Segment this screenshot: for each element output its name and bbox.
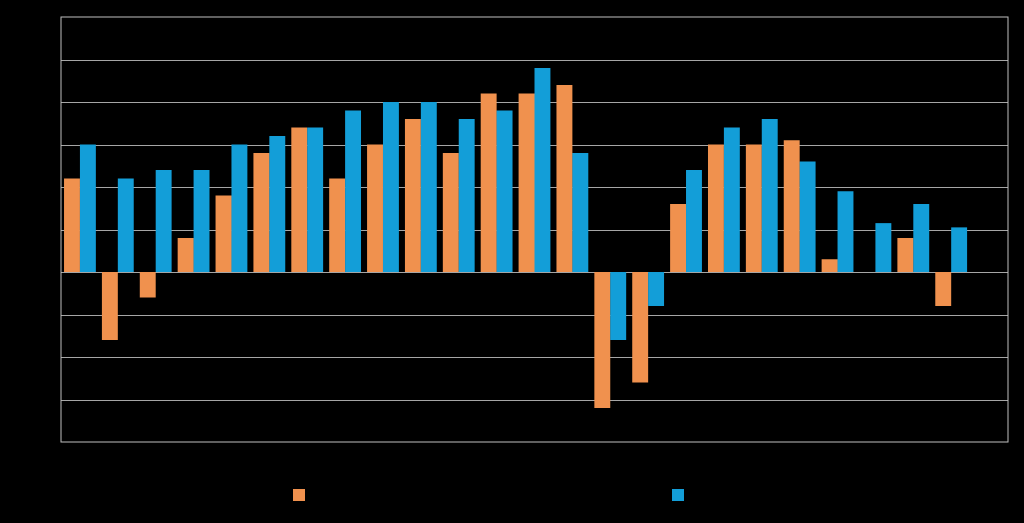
- bar-series-2-10: [420, 102, 437, 272]
- bar-series-2-4: [193, 170, 210, 272]
- bar-series-1-4: [177, 238, 194, 272]
- bar-series-2-19: [761, 119, 778, 272]
- bar-series-2-2: [117, 178, 134, 272]
- plot-frame: [60, 16, 1009, 443]
- bar-series-1-23: [897, 238, 914, 272]
- bar-series-1-3: [139, 272, 156, 298]
- bar-series-1-8: [329, 178, 346, 272]
- bar-series-2-18: [723, 127, 740, 272]
- bar-series-2-5: [231, 144, 248, 272]
- bar-series-2-23: [913, 204, 930, 272]
- bar-series-2-15: [610, 272, 627, 340]
- bars: [64, 68, 968, 408]
- bar-series-1-6: [253, 153, 270, 272]
- legend: [293, 489, 684, 501]
- bar-series-1-11: [442, 153, 459, 272]
- bar-series-2-12: [496, 110, 513, 272]
- bar-series-1-15: [594, 272, 611, 408]
- bar-series-1-5: [215, 195, 232, 272]
- legend-swatch-series-1: [293, 489, 305, 501]
- bar-series-1-20: [783, 140, 800, 272]
- legend-swatch-series-2: [672, 489, 684, 501]
- bar-series-2-14: [572, 153, 589, 272]
- bar-series-2-24: [951, 227, 968, 273]
- bar-series-2-16: [648, 272, 665, 306]
- bar-series-2-17: [686, 170, 702, 272]
- bar-series-1-9: [367, 144, 383, 272]
- bar-series-1-12: [480, 93, 497, 272]
- bar-series-2-22: [875, 223, 892, 273]
- bar-series-2-1: [79, 144, 96, 272]
- bar-series-1-2: [101, 272, 118, 340]
- bar-series-2-8: [345, 110, 362, 272]
- bar-series-2-3: [155, 170, 172, 272]
- bar-series-2-6: [269, 136, 286, 272]
- bar-series-1-14: [556, 85, 573, 272]
- bar-series-2-7: [307, 127, 324, 272]
- bar-series-1-17: [670, 204, 687, 272]
- bar-series-2-20: [799, 161, 816, 272]
- bar-series-1-13: [518, 93, 535, 272]
- bar-series-1-19: [745, 144, 762, 272]
- bar-series-1-16: [632, 272, 649, 383]
- bar-series-1-10: [404, 119, 421, 272]
- bar-series-1-1: [64, 178, 80, 272]
- bar-series-2-11: [458, 119, 475, 272]
- bar-series-1-21: [821, 259, 838, 272]
- bar-series-1-18: [707, 144, 724, 272]
- bar-series-2-13: [534, 68, 551, 272]
- bar-series-2-21: [837, 191, 854, 272]
- bar-series-1-24: [935, 272, 952, 306]
- bar-series-2-9: [382, 102, 399, 272]
- bar-series-1-7: [291, 127, 308, 272]
